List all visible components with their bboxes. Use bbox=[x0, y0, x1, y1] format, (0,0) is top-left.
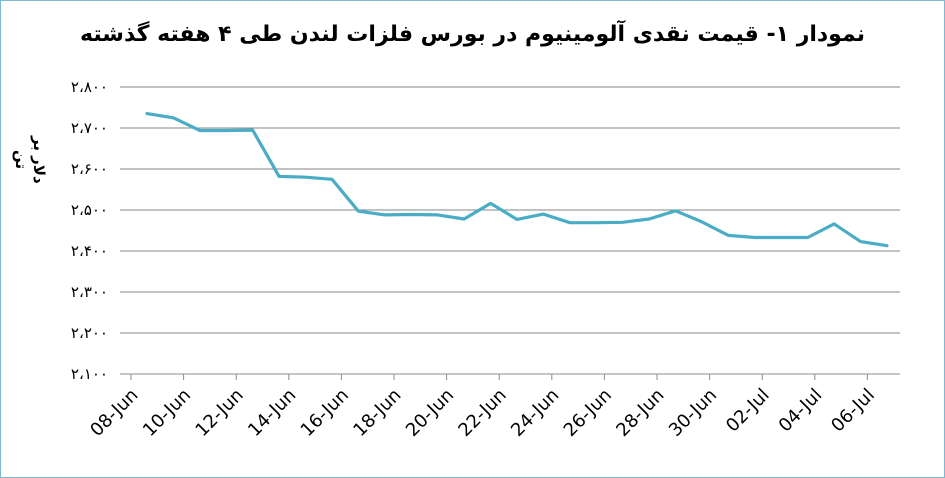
series-group bbox=[145, 111, 889, 248]
x-tick-label: 06-Jul bbox=[827, 385, 879, 437]
x-tick-label: 16-Jun bbox=[297, 385, 353, 441]
x-tick-labels: 08-Jun10-Jun12-Jun14-Jun16-Jun18-Jun20-J… bbox=[86, 385, 879, 441]
x-tick-label: 04-Jul bbox=[775, 385, 827, 437]
x-tick-label: 20-Jun bbox=[402, 385, 458, 441]
gridlines bbox=[120, 86, 900, 375]
y-tick-label: ۲،۵۰۰ bbox=[71, 201, 108, 219]
y-tick-label: ۲،۷۰۰ bbox=[71, 119, 108, 137]
x-tick-label: 22-Jun bbox=[454, 385, 510, 441]
x-tick-label: 14-Jun bbox=[244, 385, 300, 441]
y-tick-label: ۲،۶۰۰ bbox=[71, 160, 108, 178]
x-tick-label: 26-Jun bbox=[560, 385, 616, 441]
y-axis-label: دلار بر تن bbox=[12, 136, 48, 184]
y-tick-label: ۲،۳۰۰ bbox=[71, 283, 108, 301]
y-tick-labels: ۲،۱۰۰ ۲،۲۰۰ ۲،۳۰۰ ۲،۴۰۰ ۲،۵۰۰ ۲،۶۰۰ ۲،۷۰۰ ۲،۸۰۰ bbox=[71, 78, 108, 383]
series-line bbox=[145, 111, 889, 248]
x-tick-label: 12-Jun bbox=[191, 385, 247, 441]
x-axis bbox=[130, 374, 868, 380]
x-tick-label: 10-Jun bbox=[139, 385, 195, 441]
x-tick-label: 30-Jun bbox=[665, 385, 721, 441]
y-tick-label: ۲،۱۰۰ bbox=[71, 365, 108, 383]
chart-title: نمودار ۱- قیمت نقدی آلومینیوم در بورس فل… bbox=[79, 22, 865, 47]
y-tick-label: ۲،۲۰۰ bbox=[71, 324, 108, 342]
y-tick-label: ۲،۴۰۰ bbox=[71, 242, 108, 260]
x-tick-label: 02-Jul bbox=[722, 385, 774, 437]
x-tick-label: 28-Jun bbox=[612, 385, 668, 441]
y-tick-label: ۲،۸۰۰ bbox=[71, 78, 108, 96]
x-tick-label: 08-Jun bbox=[86, 385, 142, 441]
x-tick-label: 24-Jun bbox=[507, 385, 563, 441]
x-tick-label: 18-Jun bbox=[349, 385, 405, 441]
